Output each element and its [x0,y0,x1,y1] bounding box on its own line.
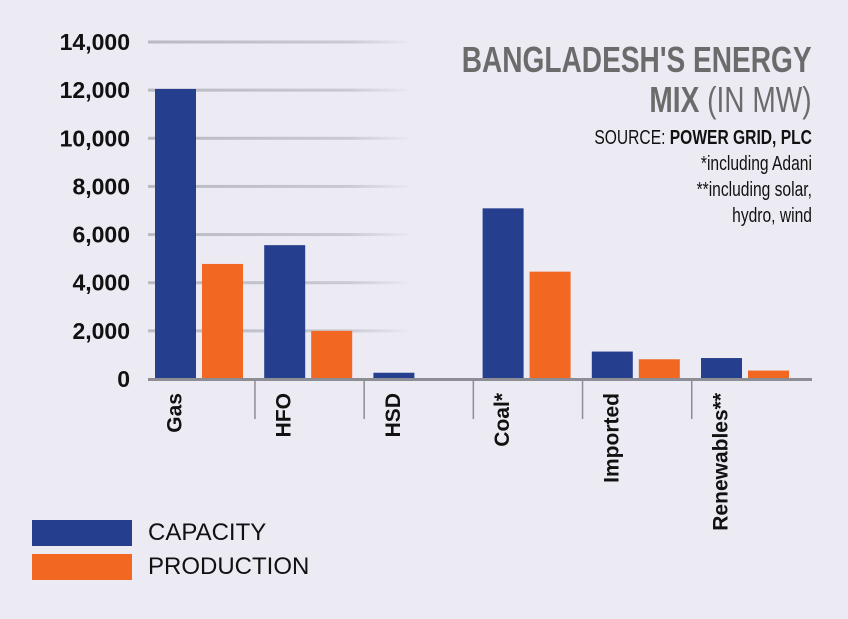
y-tick-label: 6,000 [72,222,130,248]
bar-production-4 [638,359,680,379]
y-tick-label: 14,000 [60,29,130,55]
bar-capacity-5 [701,358,742,379]
category-separator [581,379,584,419]
x-tick-label: Renewables** [710,392,733,531]
y-tick-label: 4,000 [72,270,130,296]
source-label: SOURCE: [594,127,666,149]
legend-swatch-production [32,554,132,580]
x-axis-line [148,378,812,381]
category-separator [254,379,256,419]
y-tick-label: 0 [117,366,130,392]
bar-production-3 [529,271,571,379]
gridline [148,40,413,44]
note-renewables-cont: hydro, wind [732,205,812,227]
x-tick-label: Gas [164,393,187,433]
bar-capacity-4 [591,351,633,379]
bar-capacity-3 [482,208,524,379]
source-value: POWER GRID, PLC [669,127,812,149]
legend-item-production: PRODUCTION [32,550,309,584]
category-separator [472,379,475,419]
gridline [148,184,413,188]
y-tick-label: 8,000 [72,173,130,199]
bar-production-1 [311,330,353,379]
bar-production-5 [748,370,789,379]
legend-item-capacity: CAPACITY [32,516,309,550]
x-tick-label: Imported [600,393,623,483]
chart-notes: SOURCE: POWER GRID, PLC *including Adani… [594,125,812,229]
bar-production-0 [202,263,243,379]
title-unit: (IN MW) [707,79,812,120]
y-tick-label: 10,000 [60,125,130,151]
legend-label-production: PRODUCTION [148,553,310,580]
gridline [148,136,413,140]
x-tick-label: HFO [273,393,296,437]
y-tick-label: 2,000 [72,318,130,344]
bar-capacity-1 [264,245,306,379]
category-separator [363,379,365,419]
gridline [148,88,413,92]
x-tick-label: Coal* [491,392,514,447]
x-tick-label: HSD [382,393,405,437]
title-line2: MIX [649,79,700,120]
bar-capacity-2 [373,372,415,379]
chart-title: BANGLADESH'S ENERGY MIX (IN MW) [462,40,812,120]
category-separator [691,379,693,419]
title-line1: BANGLADESH'S ENERGY [462,39,812,80]
note-adani: *including Adani [700,153,812,175]
gridline [148,233,413,237]
legend-label-capacity: CAPACITY [148,519,267,546]
bar-capacity-0 [155,88,196,380]
legend-swatch-capacity [32,520,132,546]
legend: CAPACITY PRODUCTION [32,516,309,584]
y-tick-label: 12,000 [60,77,130,103]
note-renewables: **including solar, [696,179,812,201]
